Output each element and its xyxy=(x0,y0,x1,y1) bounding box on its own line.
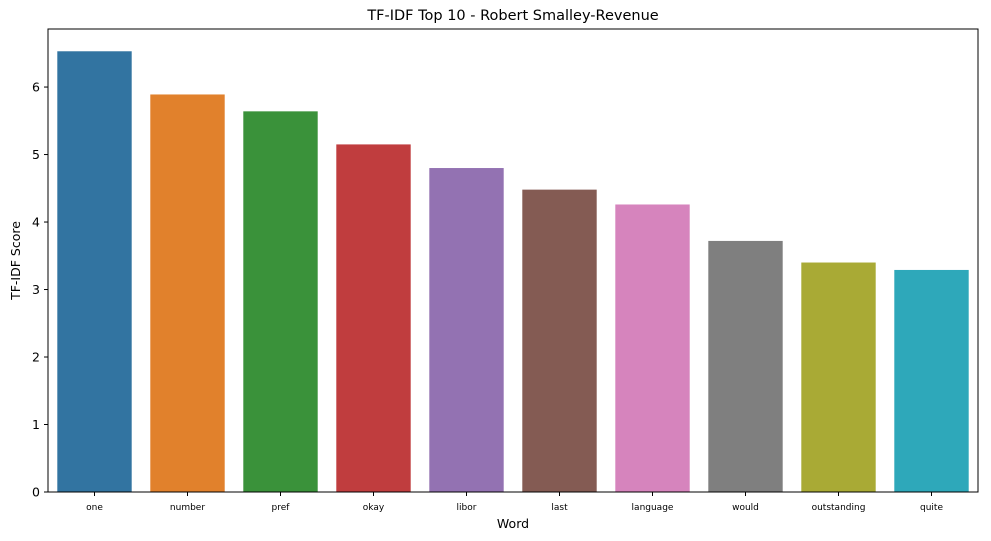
bar-last xyxy=(522,189,597,492)
bar-libor xyxy=(429,168,504,493)
bar-pref xyxy=(243,111,318,492)
y-tick-label: 1 xyxy=(32,417,40,432)
bars-group xyxy=(57,51,969,493)
x-tick-label: language xyxy=(632,503,674,513)
y-tick-label: 3 xyxy=(32,282,40,297)
x-tick-label: pref xyxy=(272,503,291,513)
y-axis-label: TF-IDF Score xyxy=(8,221,23,301)
y-tick-label: 5 xyxy=(32,147,40,162)
bar-okay xyxy=(336,144,411,492)
y-tick-label: 0 xyxy=(32,485,40,500)
bar-outstanding xyxy=(801,262,876,492)
x-tick-label: number xyxy=(170,503,205,513)
y-axis: 0 1 2 3 4 5 6 xyxy=(32,80,48,500)
x-tick-label: last xyxy=(551,503,568,513)
x-axis: one number pref okay libor last language would o… xyxy=(86,492,943,513)
bar-quite xyxy=(894,269,969,492)
bar-would xyxy=(708,240,783,492)
y-tick-label: 4 xyxy=(32,215,40,230)
bar-one xyxy=(57,51,132,493)
x-tick-label: libor xyxy=(457,503,477,513)
x-tick-label: outstanding xyxy=(812,503,866,513)
y-tick-label: 6 xyxy=(32,80,40,95)
bar-language xyxy=(615,204,690,492)
x-tick-label: okay xyxy=(363,503,385,513)
x-tick-label: would xyxy=(732,503,759,513)
x-tick-label: quite xyxy=(920,503,943,513)
x-axis-label: Word xyxy=(497,516,529,531)
bar-number xyxy=(150,94,225,493)
x-tick-label: one xyxy=(86,503,103,513)
y-tick-label: 2 xyxy=(32,350,40,365)
plot-frame xyxy=(47,28,979,493)
chart-title: TF-IDF Top 10 - Robert Smalley-Revenue xyxy=(366,8,658,24)
